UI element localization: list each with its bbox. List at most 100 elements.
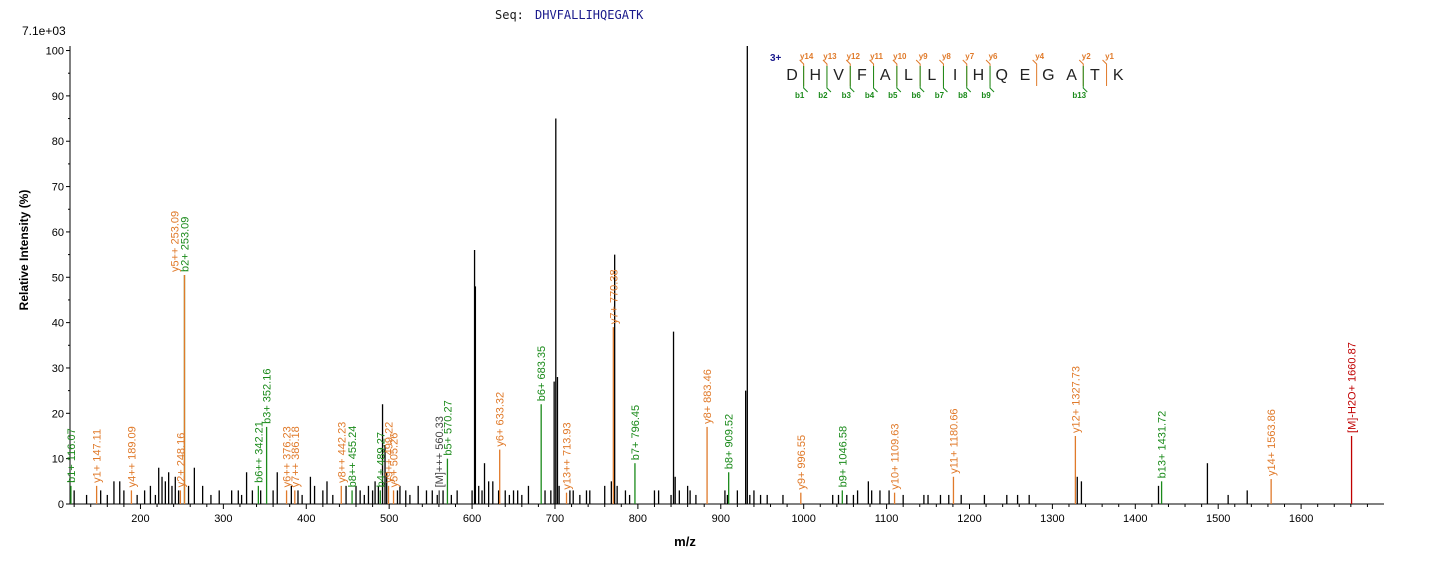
x-tick-label: 700 <box>546 513 564 525</box>
b-ion-bracket <box>989 66 995 93</box>
peaks-layer <box>70 46 1353 504</box>
y-ion-label: y5+ 505.26 <box>389 433 401 488</box>
residue-letter: E <box>1020 67 1031 84</box>
b-ion-label: b9+ 1046.58 <box>837 426 849 487</box>
y-ion-map-label: y6 <box>989 52 998 61</box>
y-ion-map-label: y10 <box>893 52 907 61</box>
max-intensity-label: 7.1e+03 <box>22 24 66 38</box>
y-ion-bracket <box>1032 59 1038 86</box>
b-ion-map-label: b5 <box>888 91 898 100</box>
residue-letter: A <box>1066 67 1077 84</box>
b-ion-bracket <box>803 66 809 93</box>
b-ion-map-label: b1 <box>795 91 805 100</box>
y-ion-bracket <box>915 59 921 86</box>
y-ion-map-label: y7 <box>965 52 974 61</box>
y-ion-bracket <box>822 59 828 86</box>
b-ion-label: b8+ 909.52 <box>724 414 736 469</box>
b-ion-label: b2+ 253.09 <box>179 217 191 272</box>
x-tick-label: 1200 <box>957 513 981 525</box>
b-ion-label: b6+ 683.35 <box>536 346 548 401</box>
plot-axes: 0 10 20 30 40 50 60 70 80 90 100 200 300 400 500 600 700… <box>46 46 1384 525</box>
p-ion-label: [M]-H2O+ 1660.87 <box>1347 342 1359 433</box>
x-tick-label: 1000 <box>791 513 815 525</box>
y-ion-label: y9++ 499.22 <box>384 422 396 483</box>
y-ion-bracket <box>1102 59 1108 86</box>
b-ion-map-label: b7 <box>935 91 945 100</box>
y-ion-bracket <box>985 59 991 86</box>
b-ion-map-label: b13 <box>1072 91 1086 100</box>
y-ion-label: y8+ 883.46 <box>702 369 714 424</box>
x-tick-label: 400 <box>297 513 315 525</box>
x-tick-label: 600 <box>463 513 481 525</box>
charge-state-label: 3+ <box>770 53 782 64</box>
peak-labels-layer: b1+ 116.07 y1+ 147.11 y4++ 189.09 y2+ 248.1… <box>66 211 1359 490</box>
y-ion-label: y6+ 633.32 <box>495 392 507 447</box>
b-ion-bracket <box>942 66 948 93</box>
residue-letter: Q <box>995 67 1007 84</box>
y-tick-label: 20 <box>52 408 64 420</box>
residue-letter: D <box>786 67 798 84</box>
y-ion-map-label: y2 <box>1082 52 1091 61</box>
y-tick-label: 70 <box>52 182 64 194</box>
y-ion-bracket <box>892 59 898 86</box>
x-tick-label: 900 <box>712 513 730 525</box>
y-ion-label: y9+ 996.55 <box>796 435 808 490</box>
b-ion-map-label: b9 <box>981 91 991 100</box>
y-ion-bracket <box>962 59 968 86</box>
y-ion-bracket <box>939 59 944 86</box>
y-ion-label: y8++ 442.23 <box>336 422 348 483</box>
x-tick-label: 1500 <box>1206 513 1230 525</box>
y-tick-label: 80 <box>52 136 64 148</box>
sequence-label: Seq: <box>495 8 524 22</box>
y-tick-label: 0 <box>58 499 64 511</box>
y-ion-label: y4++ 189.09 <box>126 426 138 487</box>
residue-letter: T <box>1090 67 1100 84</box>
b-ion-label: b7+ 796.45 <box>630 405 642 460</box>
b-ion-label: b6++ 342.21 <box>253 421 265 483</box>
y-ion-label: y7+ 770.38 <box>608 269 620 324</box>
y-ion-label: y13++ 713.93 <box>562 422 574 489</box>
x-tick-label: 1400 <box>1123 513 1147 525</box>
residue-letter: K <box>1113 67 1124 84</box>
y-ion-map-label: y11 <box>870 52 883 61</box>
b-ion-bracket <box>849 66 855 93</box>
y-ion-label: y12+ 1327.73 <box>1070 366 1082 433</box>
y-ion-label: y6++ 376.23 <box>282 426 294 487</box>
y-ion-label: y14+ 1563.86 <box>1266 409 1278 476</box>
y-ion-map-label: y14 <box>800 52 814 61</box>
y-ion-bracket <box>1078 59 1084 86</box>
y-tick-label: 100 <box>46 46 64 58</box>
x-tick-label: 300 <box>214 513 232 525</box>
y-ion-bracket <box>869 59 875 86</box>
b-ion-bracket <box>966 66 972 93</box>
b-ion-bracket <box>896 66 902 93</box>
residue-letter: V <box>833 67 844 84</box>
y-tick-label: 50 <box>52 272 64 284</box>
y-ion-map-label: y8 <box>942 52 951 61</box>
y-ion-map-label: y13 <box>823 52 837 61</box>
b-ion-bracket <box>1082 66 1088 93</box>
y-tick-label: 40 <box>52 318 64 330</box>
b-ion-map-label: b8 <box>958 91 968 100</box>
y-tick-label: 90 <box>52 91 64 103</box>
residue-letter: F <box>857 67 867 84</box>
b-ion-bracket <box>919 66 925 93</box>
b-ion-label: b4+ 489.27 <box>375 432 387 487</box>
b-ion-label: b13+ 1431.72 <box>1157 411 1169 479</box>
y-ion-label: y10+ 1109.63 <box>890 423 902 489</box>
y-ion-map-label: y1 <box>1105 52 1114 61</box>
y-ion-bracket <box>799 59 805 86</box>
x-tick-label: 800 <box>629 513 647 525</box>
y-ion-label: y11+ 1180.66 <box>948 408 960 473</box>
x-tick-label: 500 <box>380 513 398 525</box>
y-ion-bracket <box>845 59 851 86</box>
residue-letter: H <box>810 67 822 84</box>
b-ion-label: b8++ 455.24 <box>347 426 359 488</box>
residue-letter: L <box>927 67 936 84</box>
residue-letter: L <box>904 67 913 84</box>
y-ion-label: y7++ 386.18 <box>290 426 302 487</box>
y-ion-label: y5++ 253.09 <box>169 211 181 272</box>
y-ion-map-label: y12 <box>847 52 861 61</box>
b-ion-bracket <box>873 66 878 93</box>
